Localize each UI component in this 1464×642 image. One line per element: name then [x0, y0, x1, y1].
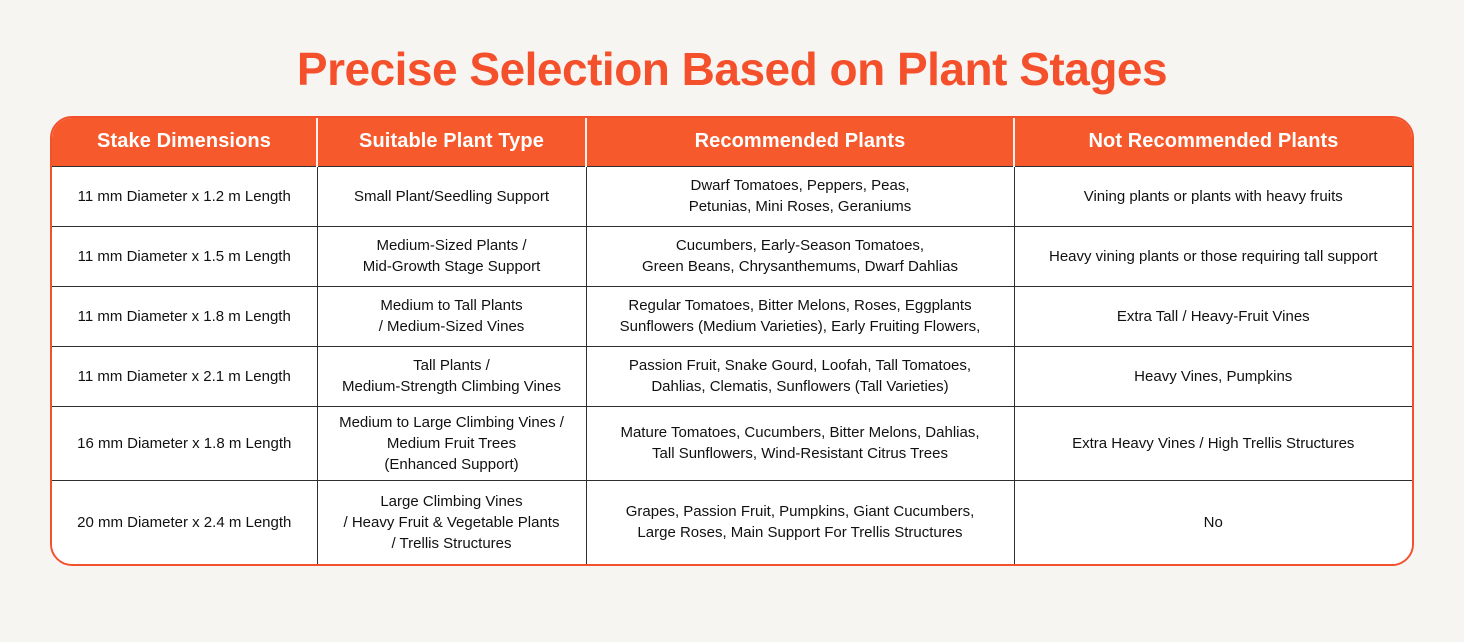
cell-stake-dimensions: 11 mm Diameter x 2.1 m Length: [52, 345, 318, 406]
cell-recommended-plants: Grapes, Passion Fruit, Pumpkins, Giant C…: [586, 479, 1015, 564]
column-header-stake-dimensions: Stake Dimensions: [52, 118, 317, 166]
cell-not-recommended-plants: No: [1014, 479, 1412, 564]
table-row: 11 mm Diameter x 2.1 m Length Tall Plant…: [52, 345, 1412, 406]
cell-plant-type: Tall Plants / Medium-Strength Climbing V…: [317, 345, 587, 406]
cell-plant-type: Medium-Sized Plants / Mid-Growth Stage S…: [317, 225, 587, 286]
stake-selection-table: Stake Dimensions Suitable Plant Type Rec…: [52, 118, 1412, 564]
cell-stake-dimensions: 11 mm Diameter x 1.5 m Length: [52, 225, 318, 286]
cell-recommended-plants: Mature Tomatoes, Cucumbers, Bitter Melon…: [586, 405, 1015, 480]
table-row: 16 mm Diameter x 1.8 m Length Medium to …: [52, 405, 1412, 480]
cell-recommended-plants: Regular Tomatoes, Bitter Melons, Roses, …: [586, 285, 1015, 346]
cell-not-recommended-plants: Extra Tall / Heavy-Fruit Vines: [1014, 285, 1412, 346]
cell-not-recommended-plants: Extra Heavy Vines / High Trellis Structu…: [1014, 405, 1412, 480]
cell-recommended-plants: Cucumbers, Early-Season Tomatoes, Green …: [586, 225, 1015, 286]
table-row: 11 mm Diameter x 1.2 m Length Small Plan…: [52, 165, 1412, 226]
page-title: Precise Selection Based on Plant Stages: [296, 43, 1168, 95]
cell-recommended-plants: Dwarf Tomatoes, Peppers, Peas, Petunias,…: [586, 165, 1015, 226]
table-row: 11 mm Diameter x 1.5 m Length Medium-Siz…: [52, 225, 1412, 286]
column-header-suitable-plant-type: Suitable Plant Type: [316, 118, 586, 166]
column-header-not-recommended-plants: Not Recommended Plants: [1013, 118, 1412, 166]
cell-plant-type: Large Climbing Vines / Heavy Fruit & Veg…: [317, 479, 587, 564]
table-row: 20 mm Diameter x 2.4 m Length Large Clim…: [52, 479, 1412, 564]
cell-not-recommended-plants: Heavy vining plants or those requiring t…: [1014, 225, 1412, 286]
cell-stake-dimensions: 20 mm Diameter x 2.4 m Length: [52, 479, 318, 564]
table-row: 11 mm Diameter x 1.8 m Length Medium to …: [52, 285, 1412, 346]
cell-plant-type: Small Plant/Seedling Support: [317, 165, 587, 226]
cell-not-recommended-plants: Heavy Vines, Pumpkins: [1014, 345, 1412, 406]
cell-stake-dimensions: 11 mm Diameter x 1.2 m Length: [52, 165, 318, 226]
cell-plant-type: Medium to Large Climbing Vines / Medium …: [317, 405, 587, 480]
column-header-recommended-plants: Recommended Plants: [585, 118, 1014, 166]
cell-recommended-plants: Passion Fruit, Snake Gourd, Loofah, Tall…: [586, 345, 1015, 406]
cell-plant-type: Medium to Tall Plants / Medium-Sized Vin…: [317, 285, 587, 346]
table-header-row: Stake Dimensions Suitable Plant Type Rec…: [52, 118, 1412, 166]
cell-stake-dimensions: 16 mm Diameter x 1.8 m Length: [52, 405, 318, 480]
plant-stages-table: Stake Dimensions Suitable Plant Type Rec…: [50, 116, 1414, 566]
cell-not-recommended-plants: Vining plants or plants with heavy fruit…: [1014, 165, 1412, 226]
cell-stake-dimensions: 11 mm Diameter x 1.8 m Length: [52, 285, 318, 346]
